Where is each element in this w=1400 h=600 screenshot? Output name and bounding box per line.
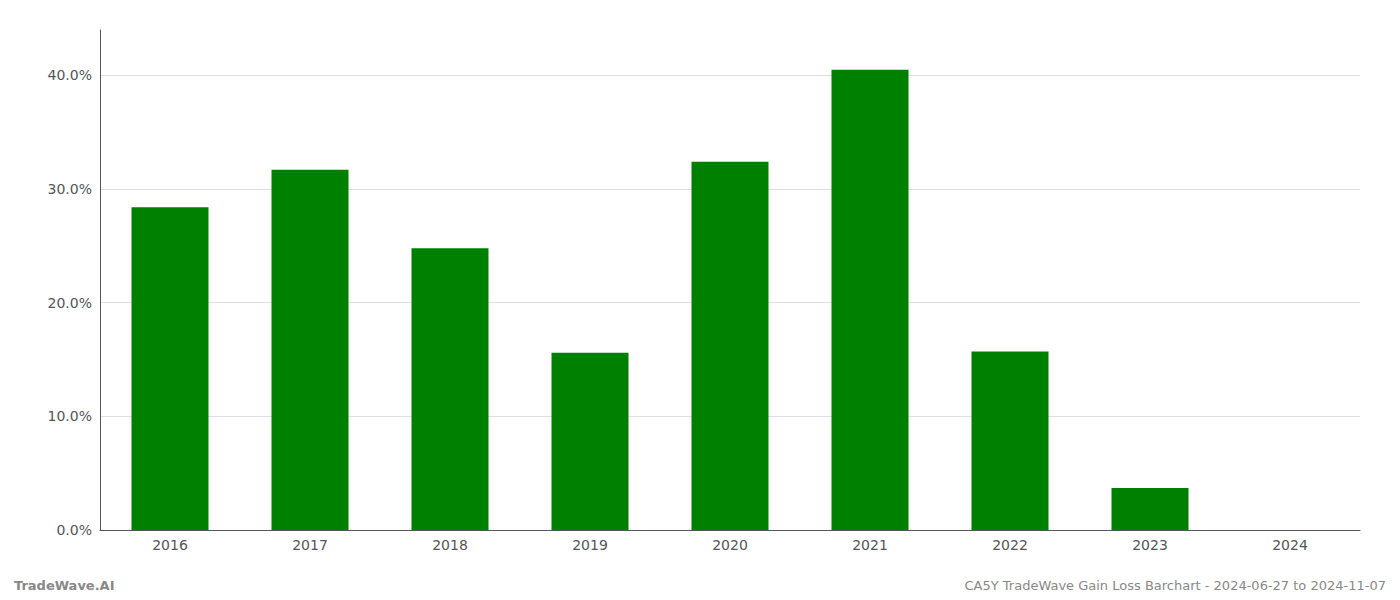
svg-text:10.0%: 10.0% xyxy=(48,408,92,424)
svg-text:2017: 2017 xyxy=(292,537,328,553)
svg-text:2021: 2021 xyxy=(852,537,888,553)
svg-text:2024: 2024 xyxy=(1272,537,1308,553)
svg-text:2019: 2019 xyxy=(572,537,608,553)
svg-text:CA5Y TradeWave Gain Loss Barch: CA5Y TradeWave Gain Loss Barchart - 2024… xyxy=(965,578,1387,593)
svg-text:2020: 2020 xyxy=(712,537,748,553)
svg-text:2016: 2016 xyxy=(152,537,188,553)
svg-text:0.0%: 0.0% xyxy=(56,522,92,538)
svg-text:2018: 2018 xyxy=(432,537,468,553)
svg-text:TradeWave.AI: TradeWave.AI xyxy=(14,578,115,593)
svg-text:2023: 2023 xyxy=(1132,537,1168,553)
svg-text:40.0%: 40.0% xyxy=(48,67,92,83)
svg-text:30.0%: 30.0% xyxy=(48,181,92,197)
svg-text:2022: 2022 xyxy=(992,537,1028,553)
svg-text:20.0%: 20.0% xyxy=(48,295,92,311)
